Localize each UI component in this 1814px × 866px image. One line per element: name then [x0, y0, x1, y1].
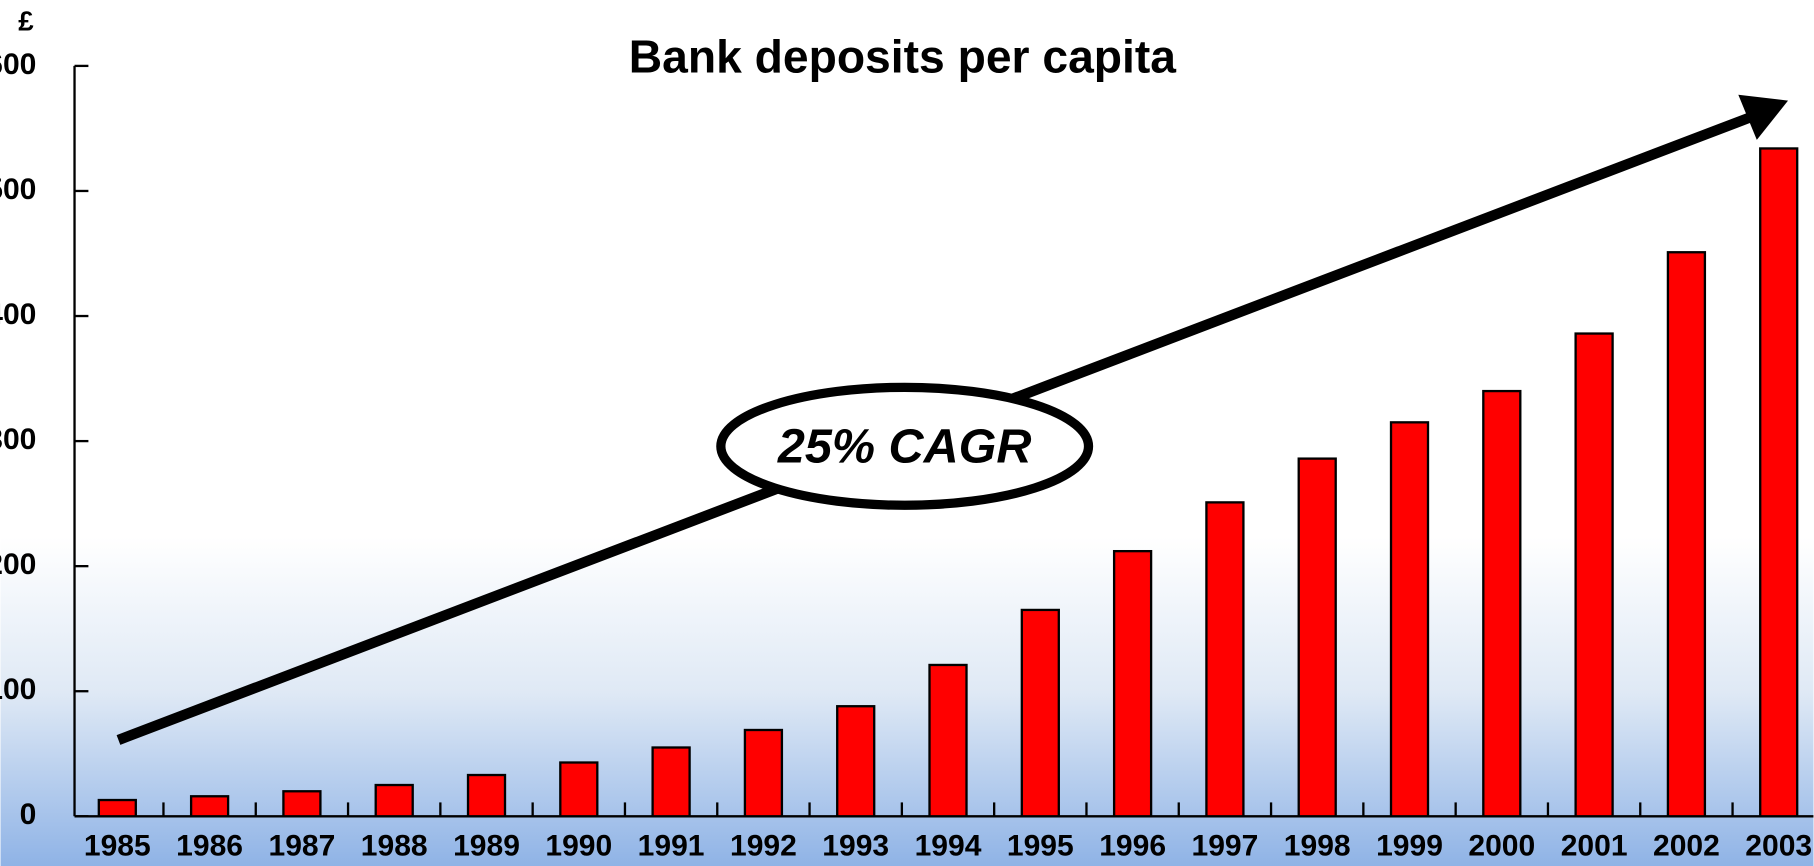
- x-tick-label: 1994: [915, 829, 982, 862]
- x-tick-label: 2002: [1653, 829, 1720, 862]
- bar: [1297, 457, 1337, 818]
- y-tick-label: 400: [0, 298, 36, 331]
- bar: [1389, 421, 1430, 818]
- x-tick-label: 1996: [1099, 829, 1166, 862]
- y-tick-label: 100: [0, 673, 36, 706]
- bar: [743, 728, 784, 818]
- x-tick-label: 1997: [1191, 829, 1258, 862]
- y-tick-label: 600: [0, 48, 36, 81]
- bar: [1020, 608, 1060, 818]
- x-tick-label: 2000: [1468, 829, 1535, 862]
- y-tick-label: 200: [0, 548, 36, 581]
- bar: [1574, 332, 1614, 818]
- arrow-head: [1738, 94, 1789, 140]
- y-tick-label: 0: [20, 798, 37, 831]
- bar: [1759, 147, 1799, 818]
- bar: [97, 798, 137, 818]
- x-tick-label: 2001: [1561, 829, 1628, 862]
- bar: [1112, 549, 1153, 818]
- x-tick-label: 1986: [176, 829, 243, 862]
- plot: 0 100 200 300 400 500 600 1985 1986 1987 1988 1989 1…: [0, 48, 1814, 862]
- annotation: 25% CAGR: [777, 420, 1032, 474]
- x-tick-label: 1985: [84, 829, 151, 862]
- x-tick-label: 1999: [1376, 829, 1443, 862]
- x-tick-label: 1993: [822, 829, 889, 862]
- unit-label: £: [18, 5, 34, 36]
- chart-title: Bank deposits per capita: [629, 30, 1177, 82]
- bar: [466, 773, 507, 818]
- bar: [1666, 251, 1707, 818]
- bar: [282, 790, 322, 818]
- x-tick-label: 1988: [361, 829, 428, 862]
- x-tick-label: 1995: [1007, 829, 1074, 862]
- bar: [1205, 501, 1245, 818]
- y-tick-label: 300: [0, 423, 36, 456]
- y-tick-label: 500: [0, 173, 36, 206]
- x-tick-label: 2003: [1745, 829, 1812, 862]
- x-tick-label: 1991: [638, 829, 705, 862]
- bar: [1482, 389, 1522, 818]
- x-tick-label: 1998: [1284, 829, 1351, 862]
- bar: [559, 761, 599, 818]
- x-tick-label: 1990: [545, 829, 612, 862]
- x-tick-label: 1992: [730, 829, 797, 862]
- bar: [374, 783, 414, 818]
- bar: [651, 746, 691, 818]
- bar: [189, 795, 230, 818]
- bar: [836, 705, 876, 818]
- annotation-ellipse: [716, 382, 1094, 510]
- x-tick-label: 1989: [453, 829, 520, 862]
- bar: [928, 663, 968, 818]
- x-tick-label: 1987: [268, 829, 335, 862]
